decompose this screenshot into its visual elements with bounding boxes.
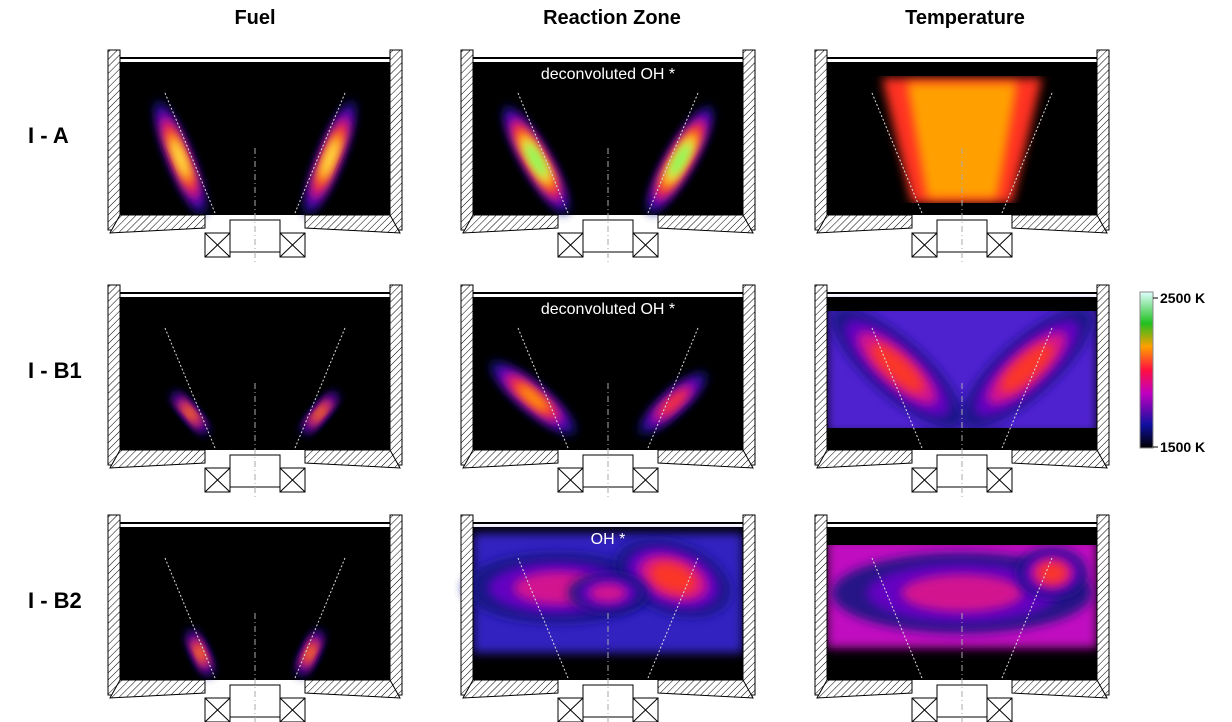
annotation: deconvoluted OH *: [541, 66, 675, 83]
panel: [815, 50, 1109, 263]
panel: [108, 50, 402, 263]
annotation: OH *: [591, 531, 626, 548]
heat-region: [1038, 563, 1066, 583]
colorbar: [1140, 292, 1153, 448]
row-label: I - A: [28, 123, 69, 148]
wall: [815, 515, 827, 695]
mask: [827, 527, 1097, 545]
wall: [1097, 285, 1109, 465]
wall: [461, 285, 473, 465]
colorbar-label: 1500 K: [1160, 439, 1205, 455]
wall: [390, 285, 402, 465]
colorbar-label: 2500 K: [1160, 290, 1205, 306]
heat-region: [901, 574, 1022, 611]
wall: [815, 285, 827, 465]
wall: [1097, 515, 1109, 695]
panel: [815, 285, 1109, 498]
wall: [390, 515, 402, 695]
annotation: deconvoluted OH *: [541, 301, 675, 318]
row-label: I - B1: [28, 358, 82, 383]
panel: [815, 515, 1109, 722]
wall: [743, 515, 755, 695]
wall: [108, 515, 120, 695]
wall: [461, 50, 473, 230]
column-header: Temperature: [905, 7, 1025, 29]
panel: [108, 515, 402, 722]
mask: [827, 297, 1097, 311]
wall: [743, 285, 755, 465]
wall: [390, 50, 402, 230]
panel: deconvoluted OH *: [461, 50, 755, 263]
row-label: I - B2: [28, 588, 82, 613]
wall: [461, 515, 473, 695]
wall: [815, 50, 827, 230]
panel: deconvoluted OH *: [461, 285, 755, 498]
heat-region: [589, 584, 626, 603]
panel: [108, 285, 402, 498]
column-header: Fuel: [234, 7, 275, 29]
wall: [108, 285, 120, 465]
column-header: Reaction Zone: [543, 7, 681, 29]
wall: [743, 50, 755, 230]
figure: Fuel Reaction Zone Temperature I - A I -…: [0, 0, 1232, 722]
wall: [108, 50, 120, 230]
mask: [827, 62, 1097, 76]
panel: OH *: [461, 515, 755, 722]
wall: [1097, 50, 1109, 230]
